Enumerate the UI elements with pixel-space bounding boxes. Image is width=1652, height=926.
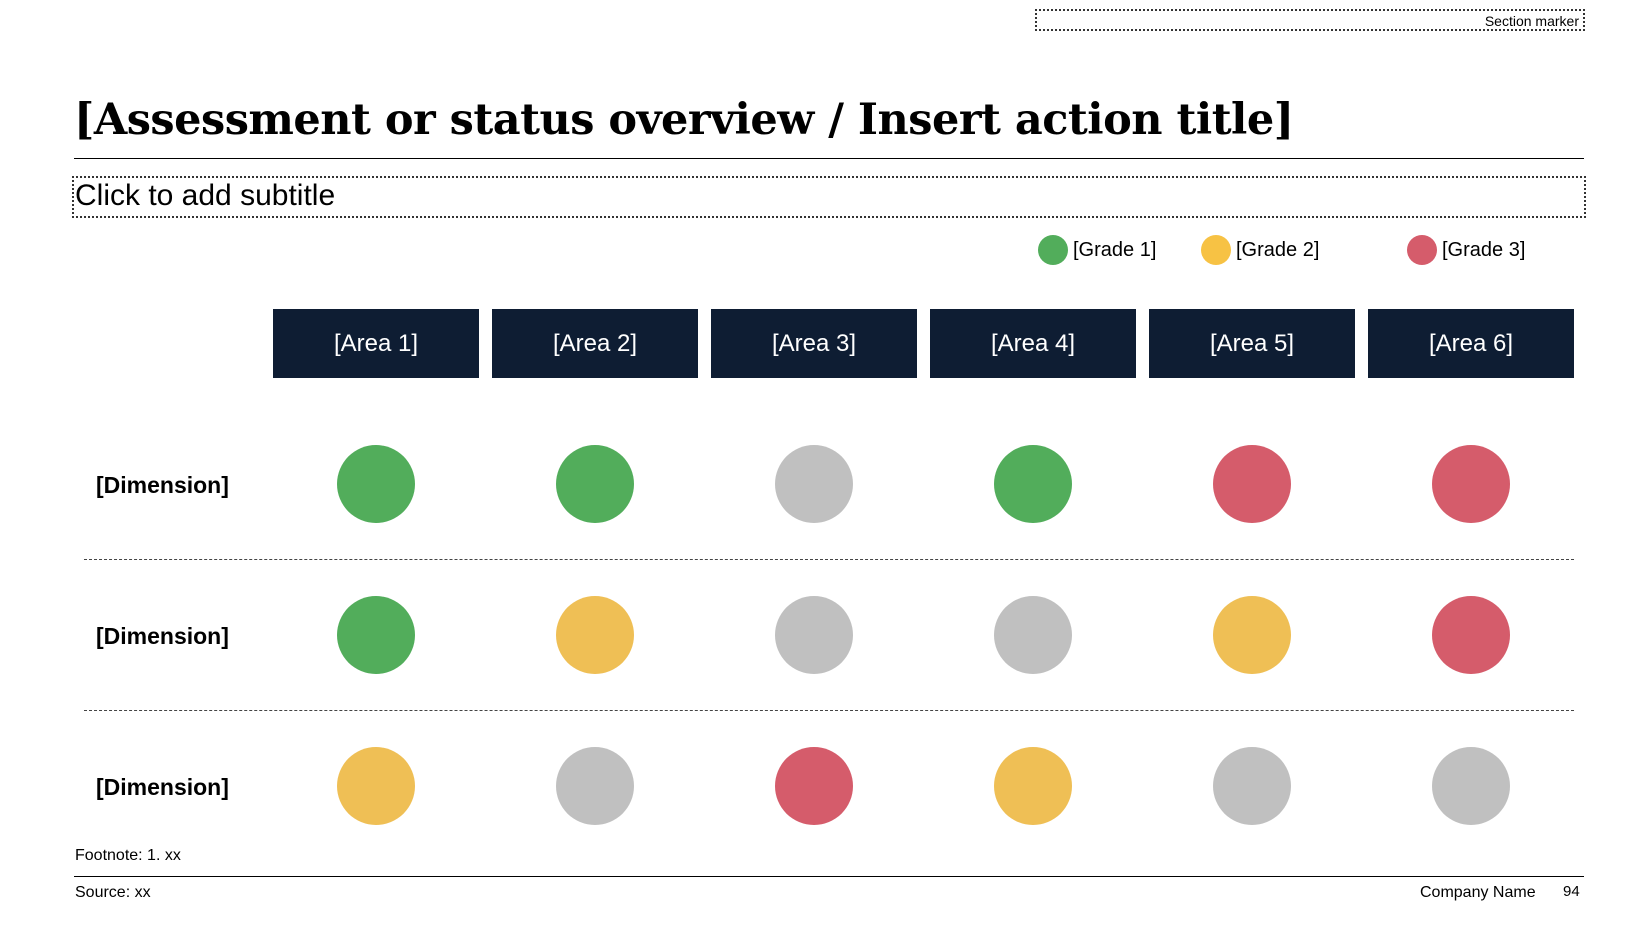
area-header: [Area 4]	[930, 309, 1136, 378]
dimension-label: [Dimension]	[96, 623, 229, 649]
dimension-label: [Dimension]	[96, 472, 229, 498]
area-header: [Area 2]	[492, 309, 698, 378]
status-dot-icon	[1432, 596, 1510, 674]
area-header: [Area 1]	[273, 309, 479, 378]
area-header: [Area 5]	[1149, 309, 1355, 378]
status-dot-icon	[1432, 747, 1510, 825]
legend-item-grade-1: [Grade 1]	[1038, 234, 1156, 266]
legend-item-grade-3: [Grade 3]	[1407, 234, 1525, 266]
status-dot-icon	[775, 445, 853, 523]
status-dot-icon	[337, 596, 415, 674]
status-dot-icon	[337, 445, 415, 523]
page-title[interactable]: [Assessment or status overview / Insert …	[74, 95, 1294, 145]
status-dot-icon	[1213, 747, 1291, 825]
status-dot-icon	[1213, 445, 1291, 523]
legend-label: [Grade 3]	[1442, 238, 1526, 261]
area-header: [Area 3]	[711, 309, 917, 378]
footer-divider	[74, 876, 1584, 877]
status-dot-icon	[556, 445, 634, 523]
status-dot-icon	[556, 747, 634, 825]
page-number: 94	[1563, 883, 1580, 900]
grade-2-dot-icon	[1201, 235, 1231, 265]
legend-label: [Grade 2]	[1236, 238, 1320, 261]
status-dot-icon	[775, 747, 853, 825]
status-dot-icon	[1213, 596, 1291, 674]
grade-3-dot-icon	[1407, 235, 1437, 265]
company-name: Company Name	[1420, 884, 1536, 901]
grade-1-dot-icon	[1038, 235, 1068, 265]
legend-item-grade-2: [Grade 2]	[1201, 234, 1319, 266]
legend-label: [Grade 1]	[1073, 238, 1157, 261]
source-note[interactable]: Source: xx	[75, 884, 151, 901]
status-dot-icon	[1432, 445, 1510, 523]
subtitle-placeholder[interactable]: Click to add subtitle	[72, 176, 1586, 218]
title-divider	[74, 158, 1584, 159]
status-dot-icon	[556, 596, 634, 674]
row-divider	[84, 710, 1574, 711]
row-divider	[84, 559, 1574, 560]
section-marker[interactable]: Section marker	[1035, 9, 1585, 31]
footnote[interactable]: Footnote: 1. xx	[75, 847, 181, 864]
status-dot-icon	[994, 445, 1072, 523]
status-dot-icon	[994, 747, 1072, 825]
area-header: [Area 6]	[1368, 309, 1574, 378]
status-dot-icon	[775, 596, 853, 674]
status-dot-icon	[994, 596, 1072, 674]
dimension-label: [Dimension]	[96, 774, 229, 800]
status-dot-icon	[337, 747, 415, 825]
